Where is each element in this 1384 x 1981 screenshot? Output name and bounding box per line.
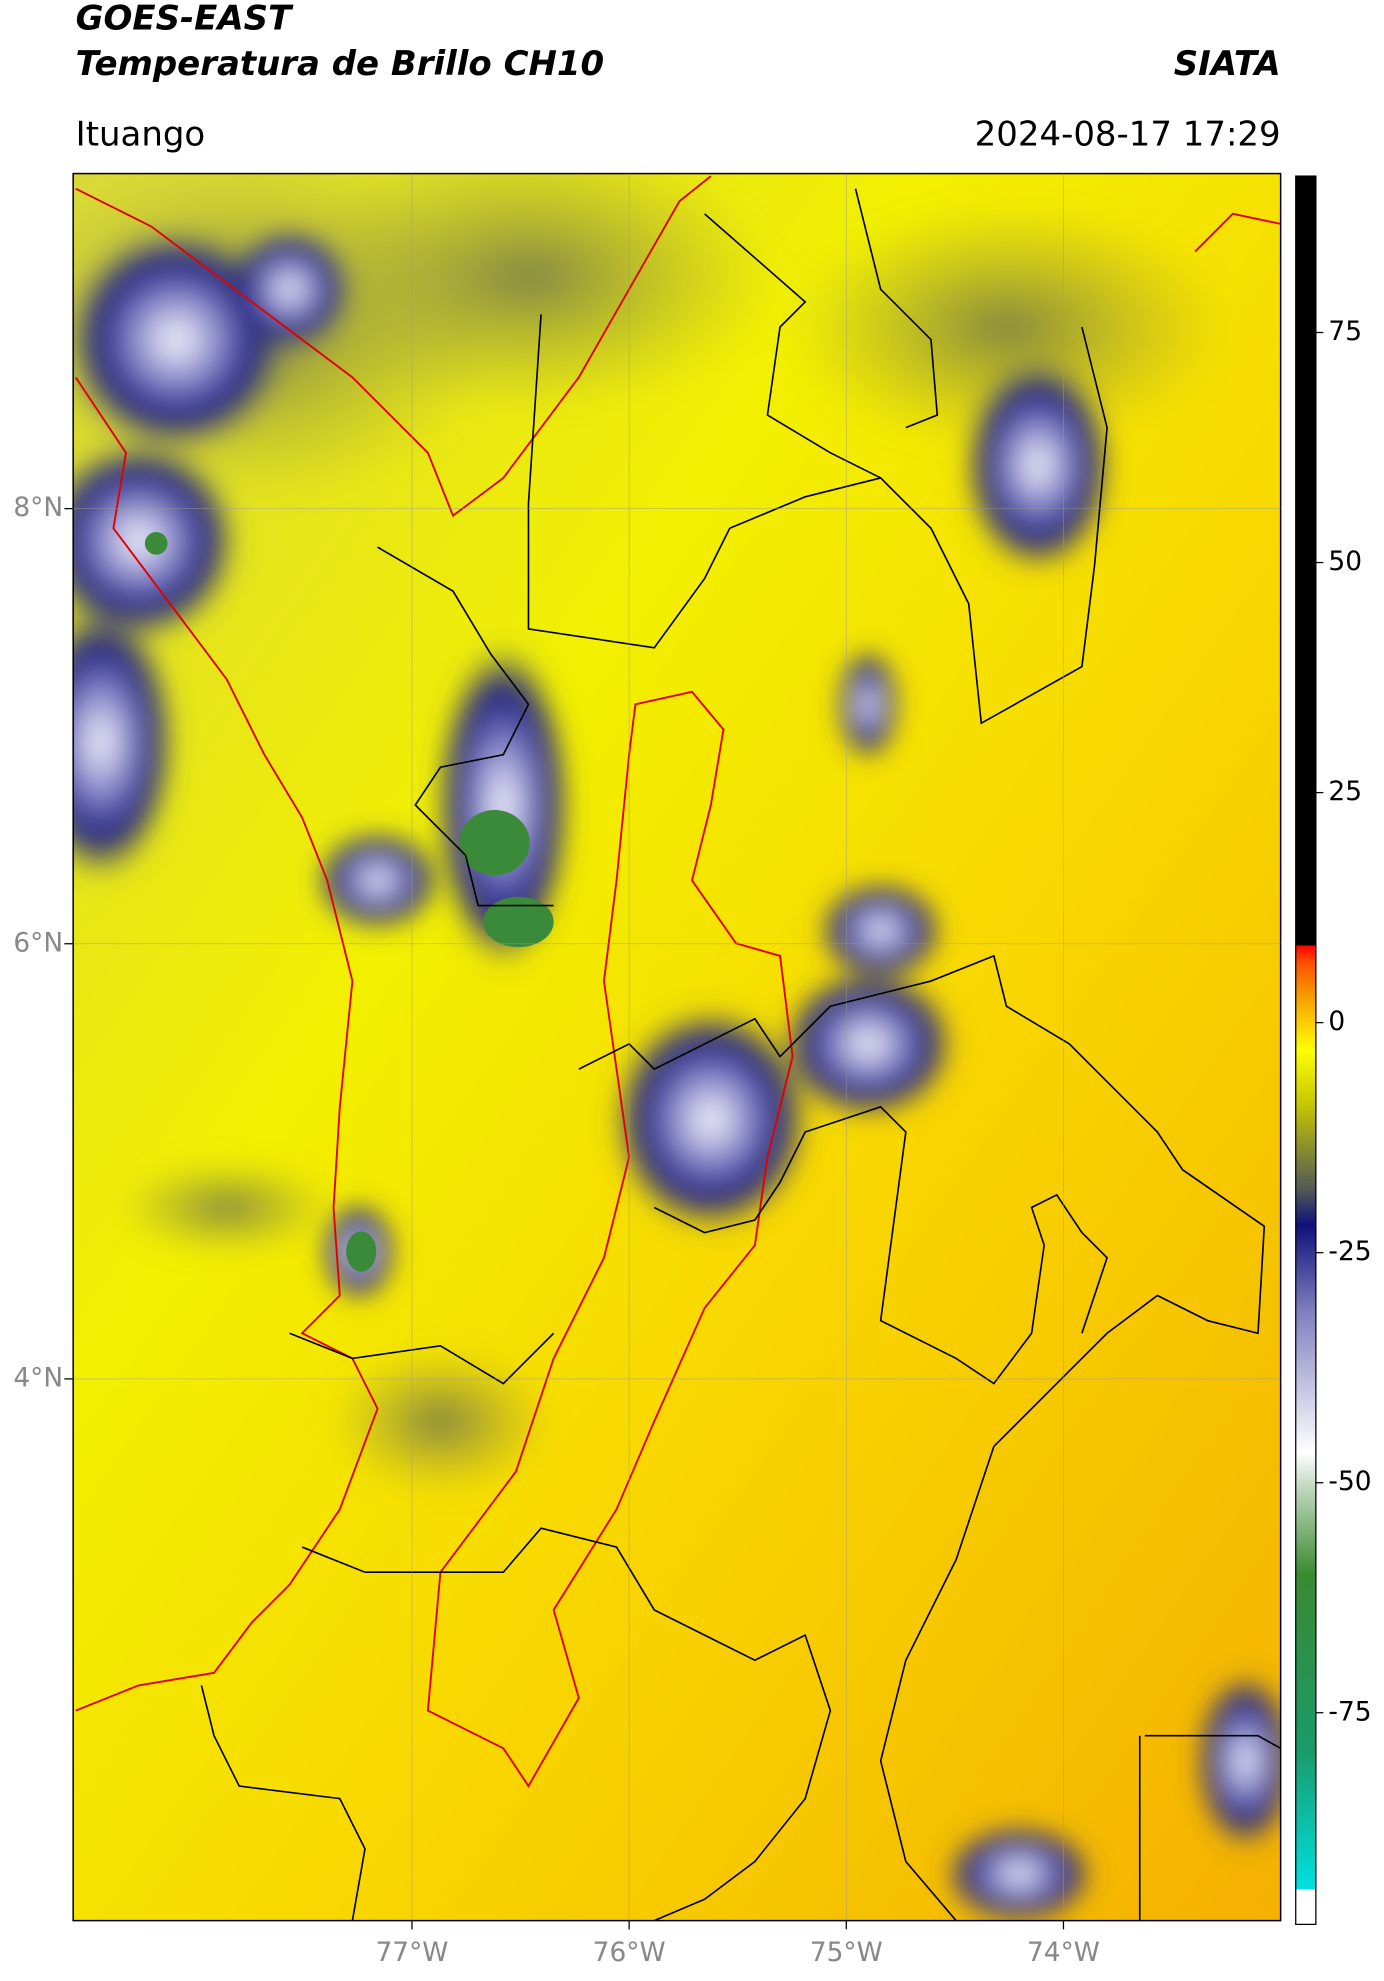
x-tick-label: 77°W xyxy=(375,1937,448,1968)
colorbar-tick-label: 0 xyxy=(1328,1006,1345,1037)
colorbar-tick-label: -75 xyxy=(1328,1696,1371,1727)
x-tick-label: 75°W xyxy=(810,1937,883,1968)
map-frame xyxy=(72,172,1282,1922)
title: GOES-EAST xyxy=(76,0,294,39)
y-tick-label: 8°N xyxy=(13,492,63,523)
x-tick-label: 76°W xyxy=(593,1937,666,1968)
colorbar-tick-label: -25 xyxy=(1328,1236,1371,1267)
location: Ituango xyxy=(76,114,206,154)
source: SIATA xyxy=(1174,44,1281,84)
colorbar-tick-label: -50 xyxy=(1328,1466,1371,1497)
y-tick-label: 6°N xyxy=(13,927,63,958)
y-tick-label: 4°N xyxy=(13,1362,63,1393)
colorbar xyxy=(1295,175,1317,1926)
map-image xyxy=(73,173,1281,1921)
x-tick-label: 74°W xyxy=(1027,1937,1100,1968)
colorbar-tick-label: 75 xyxy=(1328,316,1362,347)
colorbar-tick-label: 50 xyxy=(1328,546,1362,577)
colorbar-tick-label: 25 xyxy=(1328,776,1362,807)
datetime: 2024-08-17 17:29 xyxy=(975,114,1281,154)
subtitle: Temperatura de Brillo CH10 xyxy=(76,44,604,84)
